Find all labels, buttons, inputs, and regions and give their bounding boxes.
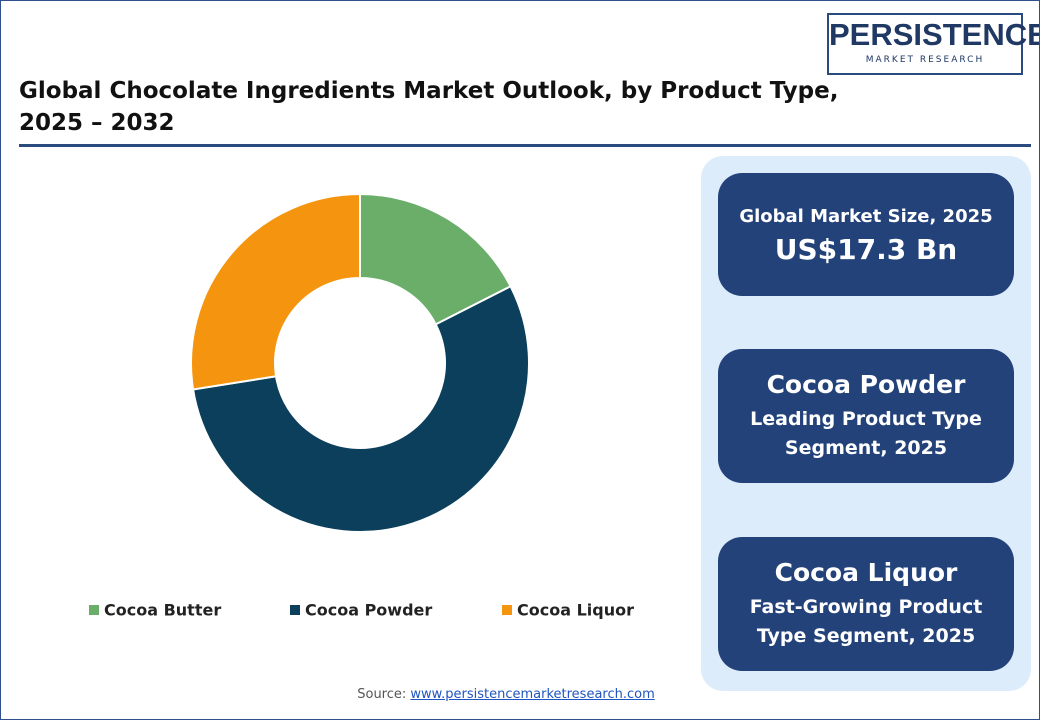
divider (19, 144, 1031, 147)
donut-segment (359, 192, 512, 326)
card-value: US$17.3 Bn (774, 232, 958, 266)
source-label: Source: (357, 687, 407, 702)
logo: PERSISTENCE MARKET RESEARCH (827, 13, 1040, 75)
card: Cocoa Liquor Fast-Growing Product Type S… (718, 537, 1014, 671)
card-value: Fast-Growing Product Type Segment, 2025 (749, 595, 983, 647)
title-line: 2025 – 2032 (19, 110, 175, 136)
donut-segment (191, 284, 530, 533)
card-title: Cocoa Powder (766, 369, 966, 399)
legend-swatch (89, 605, 99, 615)
source-link[interactable]: www.persistencemarketresearch.com (410, 687, 655, 702)
donut-segment (190, 192, 361, 391)
card-value: Leading Product Type Segment, 2025 (750, 407, 982, 459)
legend-swatch (502, 605, 512, 615)
source: Source: www.persistencemarketresearch.co… (1, 687, 1011, 702)
card-title: Global Market Size, 2025 (739, 205, 993, 227)
logo-tagline: MARKET RESEARCH (865, 55, 985, 65)
card-title: Cocoa Liquor (774, 557, 958, 587)
legend-label: Cocoa Butter (104, 601, 221, 620)
card: Global Market Size, 2025 US$17.3 Bn (718, 173, 1014, 296)
legend-label: Cocoa Liquor (517, 601, 634, 620)
title: Global Chocolate Ingredients Market Outl… (19, 75, 838, 139)
legend-label: Cocoa Powder (305, 601, 432, 620)
title-line: Global Chocolate Ingredients Market Outl… (19, 78, 839, 104)
logo-name: PERSISTENCE (829, 17, 1040, 52)
chart: Cocoa Butter Cocoa Powder Cocoa Liquor (89, 192, 634, 620)
legend-swatch (290, 605, 300, 615)
card: Cocoa Powder Leading Product Type Segmen… (718, 349, 1014, 483)
